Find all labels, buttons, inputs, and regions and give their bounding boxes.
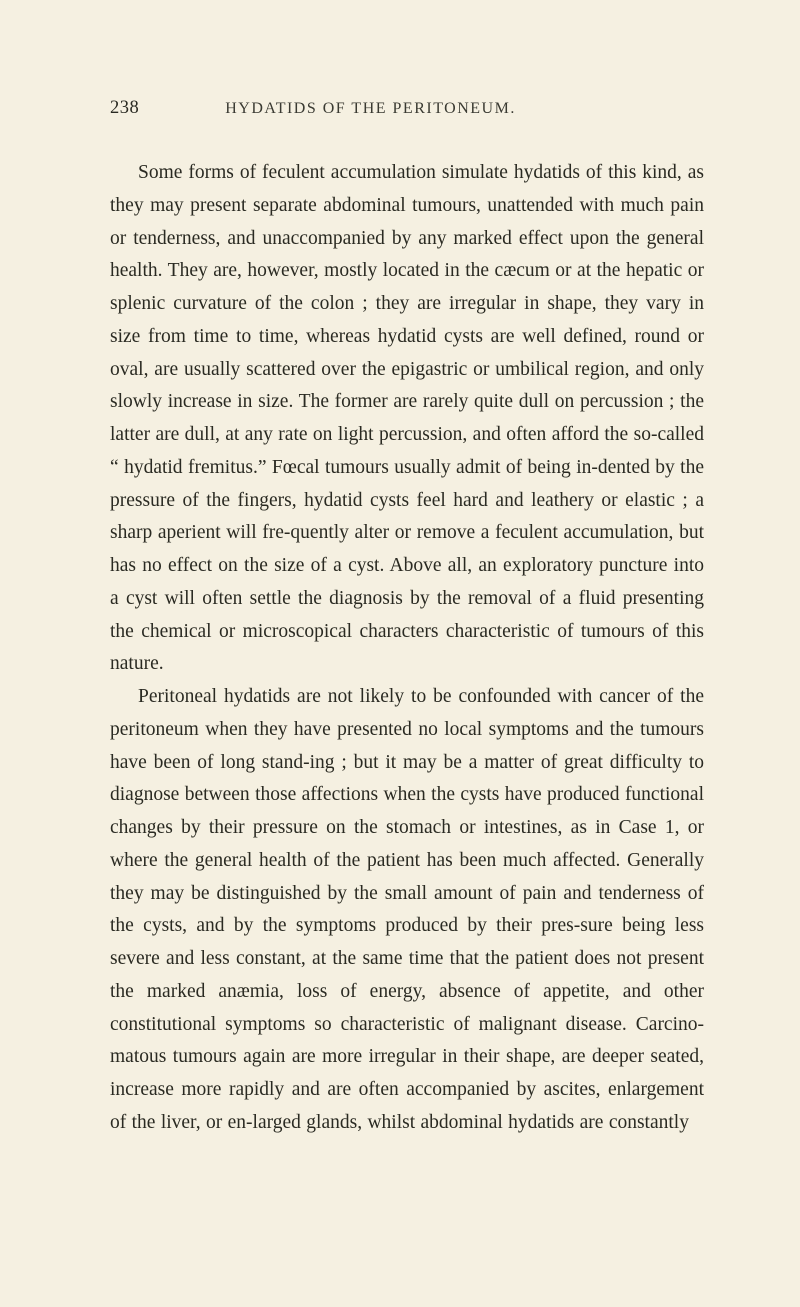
- document-page: 238 HYDATIDS OF THE PERITONEUM. Some for…: [0, 0, 800, 1230]
- paragraph-2: Peritoneal hydatids are not likely to be…: [110, 681, 704, 1140]
- body-text: Some forms of feculent accumulation simu…: [110, 157, 704, 1140]
- header-title: HYDATIDS OF THE PERITONEUM.: [225, 100, 516, 118]
- paragraph-1: Some forms of feculent accumulation simu…: [110, 157, 704, 681]
- page-header: 238 HYDATIDS OF THE PERITONEUM.: [110, 98, 704, 119]
- page-number: 238: [110, 98, 139, 119]
